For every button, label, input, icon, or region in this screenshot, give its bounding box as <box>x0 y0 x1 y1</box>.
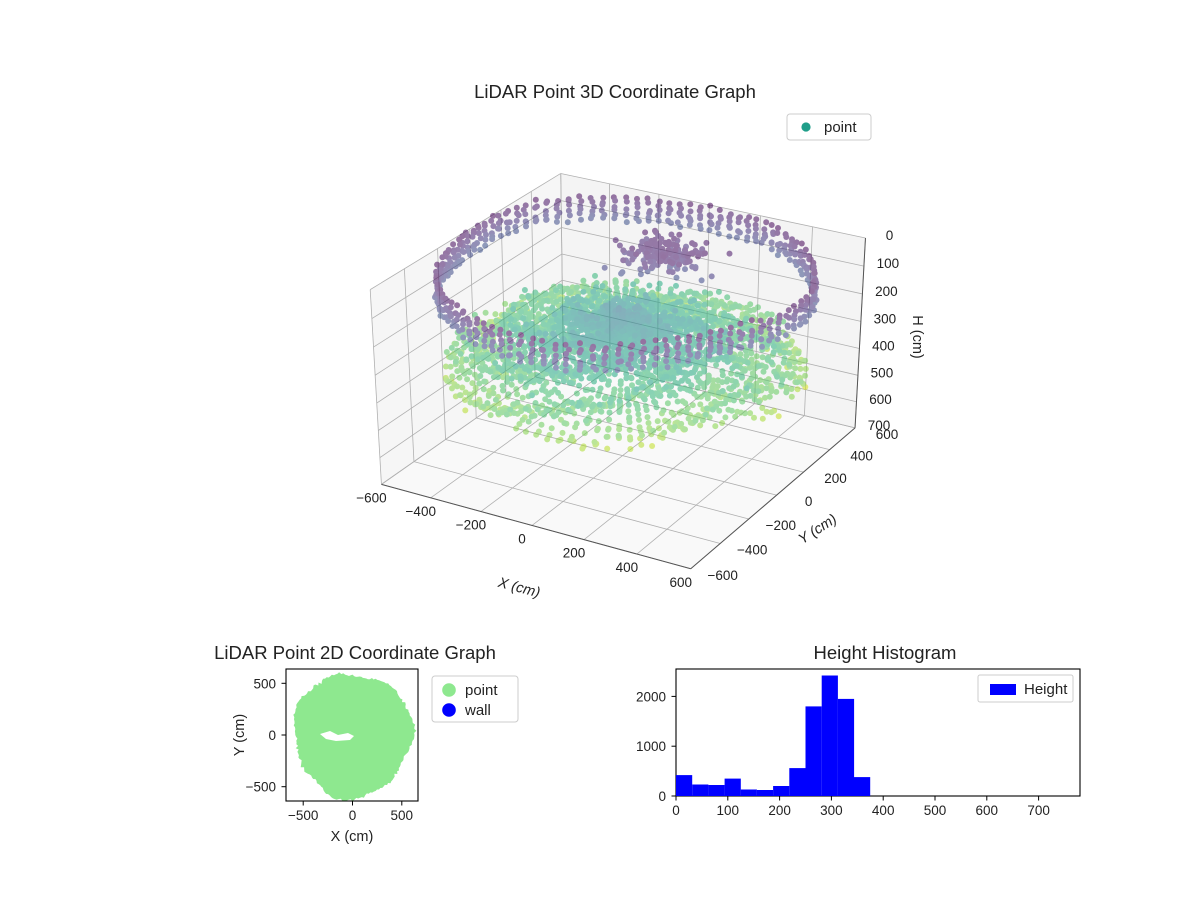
svg-text:X (cm): X (cm) <box>331 829 374 845</box>
svg-text:−400: −400 <box>406 504 436 519</box>
svg-text:0: 0 <box>268 728 276 743</box>
svg-text:300: 300 <box>820 803 843 818</box>
svg-text:−200: −200 <box>456 518 486 533</box>
svg-text:LiDAR Point 2D Coordinate Grap: LiDAR Point 2D Coordinate Graph <box>214 642 496 663</box>
svg-text:0: 0 <box>805 494 813 509</box>
svg-text:LiDAR Point 3D Coordinate Grap: LiDAR Point 3D Coordinate Graph <box>474 81 756 102</box>
svg-text:700: 700 <box>868 418 891 433</box>
svg-text:300: 300 <box>874 311 897 326</box>
svg-text:0: 0 <box>349 808 357 823</box>
svg-text:0: 0 <box>672 803 680 818</box>
svg-text:point: point <box>465 682 498 699</box>
svg-text:H (cm): H (cm) <box>909 315 925 359</box>
svg-text:100: 100 <box>717 803 740 818</box>
svg-text:−600: −600 <box>708 568 738 583</box>
svg-text:400: 400 <box>616 560 639 575</box>
svg-text:−400: −400 <box>737 542 767 557</box>
svg-text:Height: Height <box>1024 681 1068 698</box>
svg-text:0: 0 <box>886 228 894 243</box>
svg-text:500: 500 <box>253 676 276 691</box>
svg-text:1000: 1000 <box>636 739 666 754</box>
svg-text:2000: 2000 <box>636 689 666 704</box>
svg-text:500: 500 <box>871 365 894 380</box>
svg-text:200: 200 <box>875 284 898 299</box>
svg-text:wall: wall <box>464 702 491 719</box>
svg-text:400: 400 <box>872 803 895 818</box>
svg-text:700: 700 <box>1027 803 1050 818</box>
svg-text:−500: −500 <box>288 808 318 823</box>
svg-text:400: 400 <box>872 339 895 354</box>
svg-text:500: 500 <box>924 803 947 818</box>
svg-text:600: 600 <box>976 803 999 818</box>
svg-text:0: 0 <box>658 789 666 804</box>
svg-text:Y (cm): Y (cm) <box>232 714 248 756</box>
svg-text:600: 600 <box>669 575 692 590</box>
svg-text:−500: −500 <box>246 780 276 795</box>
svg-text:200: 200 <box>824 471 847 486</box>
svg-text:600: 600 <box>869 392 892 407</box>
svg-text:−200: −200 <box>766 518 796 533</box>
svg-text:100: 100 <box>877 256 900 271</box>
svg-text:point: point <box>824 119 857 136</box>
svg-text:200: 200 <box>768 803 791 818</box>
svg-text:0: 0 <box>518 531 526 546</box>
svg-text:Height Histogram: Height Histogram <box>814 642 957 663</box>
svg-text:200: 200 <box>563 546 586 561</box>
svg-text:400: 400 <box>850 449 873 464</box>
svg-text:−600: −600 <box>356 490 386 505</box>
svg-text:500: 500 <box>391 808 414 823</box>
